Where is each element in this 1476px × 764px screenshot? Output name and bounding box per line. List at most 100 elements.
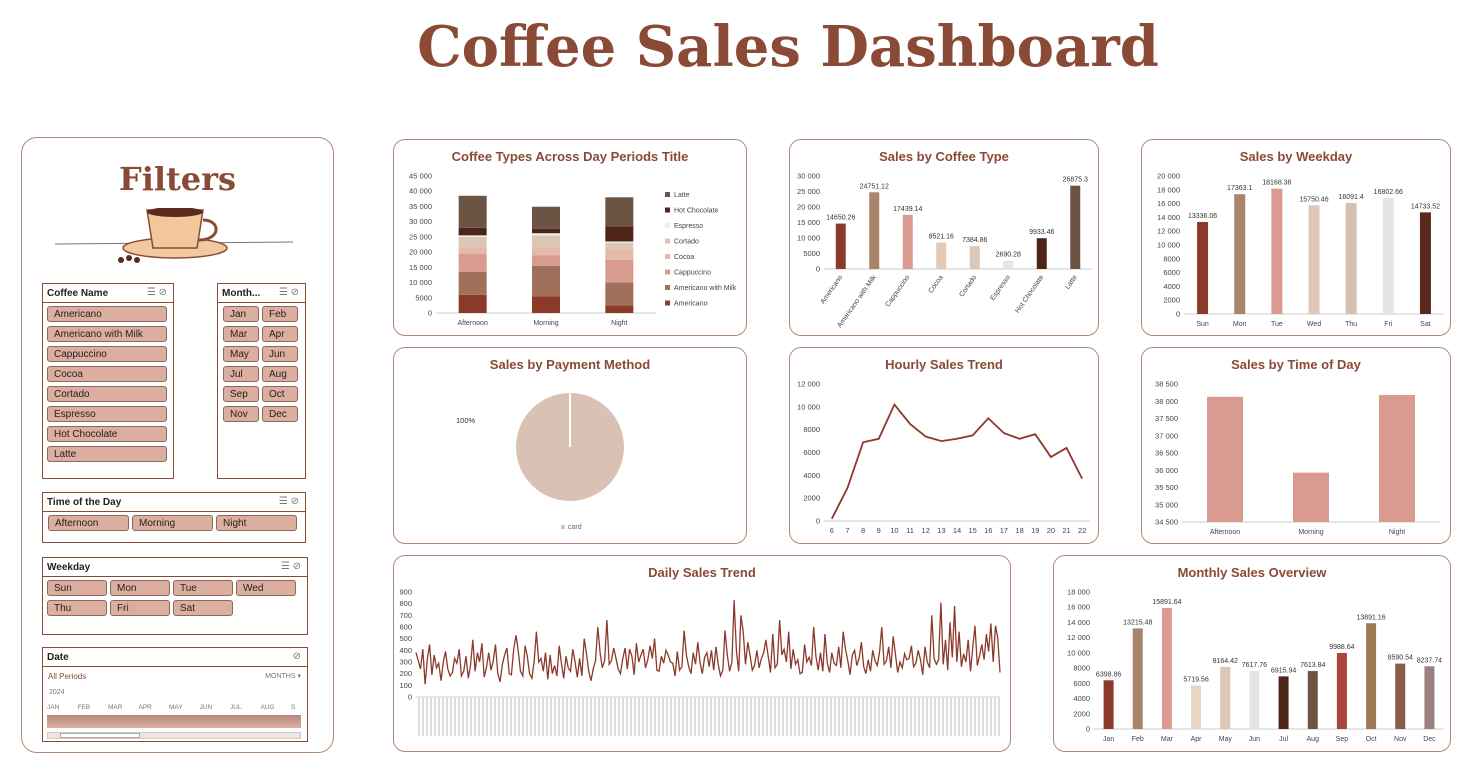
slicer-item-jun[interactable]: Jun bbox=[262, 346, 298, 362]
x-tick-label: Americano bbox=[819, 274, 844, 306]
data-label: 14733.52 bbox=[1411, 203, 1440, 210]
slicer-item-thu[interactable]: Thu bbox=[47, 600, 107, 616]
y-tick-label: 6000 bbox=[1073, 679, 1090, 688]
data-label: 26875.3 bbox=[1063, 177, 1088, 184]
timeline-month-jun[interactable]: JUN bbox=[199, 704, 213, 711]
x-tick-label: 11 bbox=[906, 526, 914, 535]
multiselect-icon[interactable]: ☰ ⊘ bbox=[146, 287, 167, 298]
slicer-item-americano[interactable]: Americano bbox=[47, 306, 167, 322]
slicer-item-sat[interactable]: Sat bbox=[173, 600, 233, 616]
slicer-item-americano-with-milk[interactable]: Americano with Milk bbox=[47, 326, 167, 342]
bar bbox=[1161, 608, 1172, 729]
slicer-item-latte[interactable]: Latte bbox=[47, 446, 167, 462]
timeline-granularity[interactable]: MONTHS ▾ bbox=[265, 673, 301, 680]
timeline-month-may[interactable]: MAY bbox=[169, 704, 183, 711]
hourly-chart: 0 2000 4000 6000 8000 10 000 12 000 6 7 8 9 10 11 12 1… bbox=[797, 380, 1090, 535]
slicer-item-sep[interactable]: Sep bbox=[223, 386, 259, 402]
weekday-card: Sales by Weekday 0 2000 4000 6000 8000 10 000… bbox=[1141, 139, 1451, 336]
slicer-item-jul[interactable]: Jul bbox=[223, 366, 259, 382]
slicer-item-espresso[interactable]: Espresso bbox=[47, 406, 167, 422]
y-tick-label: 5000 bbox=[415, 293, 432, 302]
slicer-item-feb[interactable]: Feb bbox=[262, 306, 298, 322]
x-tick-label: Aug bbox=[1307, 736, 1320, 743]
data-label: 8590.54 bbox=[1388, 655, 1413, 662]
bar-segment bbox=[458, 227, 487, 236]
y-tick-label: 20 000 bbox=[797, 203, 820, 212]
y-tick-label: 10 000 bbox=[797, 234, 820, 243]
timeline-month-mar[interactable]: MAR bbox=[108, 704, 123, 711]
slicer-item-mar[interactable]: Mar bbox=[223, 326, 259, 342]
time-of-day-title: Sales by Time of Day bbox=[1231, 357, 1361, 372]
slicer-item-nov[interactable]: Nov bbox=[223, 406, 259, 422]
slicer-item-afternoon[interactable]: Afternoon bbox=[48, 515, 129, 531]
y-tick-label: 2000 bbox=[803, 494, 820, 503]
x-tick-label: Cortado bbox=[958, 274, 978, 299]
slicer-item-hot-chocolate[interactable]: Hot Chocolate bbox=[47, 426, 167, 442]
x-tick-label: Fri bbox=[1384, 321, 1393, 328]
bar bbox=[969, 246, 980, 269]
y-tick-label: 700 bbox=[399, 611, 412, 620]
timeline-scrollbar[interactable] bbox=[47, 732, 301, 739]
bar bbox=[1103, 680, 1114, 729]
y-tick-label: 16 000 bbox=[1157, 199, 1180, 208]
scrollbar-thumb[interactable] bbox=[60, 733, 140, 738]
multiselect-icon[interactable]: ☰ ⊘ bbox=[280, 561, 301, 572]
timeline-month-feb[interactable]: FEB bbox=[77, 704, 91, 711]
x-tick-label: Apr bbox=[1191, 736, 1203, 743]
slicer-item-tue[interactable]: Tue bbox=[173, 580, 233, 596]
legend-label: Americano bbox=[674, 301, 708, 308]
timeline-bar[interactable] bbox=[47, 715, 301, 728]
slicer-item-oct[interactable]: Oct bbox=[262, 386, 298, 402]
slicer-item-fri[interactable]: Fri bbox=[110, 600, 170, 616]
bar-segment bbox=[458, 247, 487, 254]
legend-label: Latte bbox=[674, 192, 690, 199]
coffee-types-title: Coffee Types Across Day Periods Title bbox=[451, 149, 689, 164]
payment-card: Sales by Payment Method 100% card bbox=[393, 347, 747, 544]
timeline-month-s[interactable]: S bbox=[291, 704, 296, 711]
slicer-item-cappuccino[interactable]: Cappuccino bbox=[47, 346, 167, 362]
x-tick-label: Morning bbox=[1298, 529, 1323, 536]
x-tick-label: Oct bbox=[1366, 736, 1377, 743]
bar-segment bbox=[458, 271, 487, 295]
bar bbox=[1366, 623, 1377, 729]
data-label: 8164.42 bbox=[1213, 658, 1238, 665]
slicer-item-apr[interactable]: Apr bbox=[262, 326, 298, 342]
slicer-item-wed[interactable]: Wed bbox=[236, 580, 296, 596]
bar-segment bbox=[458, 235, 487, 237]
slicer-item-aug[interactable]: Aug bbox=[262, 366, 298, 382]
timeline-month-apr[interactable]: APR bbox=[138, 704, 152, 711]
slicer-item-mon[interactable]: Mon bbox=[110, 580, 170, 596]
y-tick-label: 0 bbox=[816, 517, 820, 526]
timeline-period: All Periods bbox=[48, 672, 87, 681]
y-tick-label: 18 000 bbox=[1067, 588, 1090, 597]
timeline-month-aug[interactable]: AUG bbox=[260, 704, 275, 711]
slicer-item-jan[interactable]: Jan bbox=[223, 306, 259, 322]
x-tick-label: 21 bbox=[1062, 526, 1070, 535]
bar-segment bbox=[458, 195, 487, 228]
x-tick-label: Hot Chocolate bbox=[1014, 274, 1045, 314]
slicer-item-may[interactable]: May bbox=[223, 346, 259, 362]
clear-filter-icon[interactable]: ⊘ bbox=[292, 651, 301, 662]
bar bbox=[1249, 671, 1260, 729]
x-tick-label: 17 bbox=[1000, 526, 1008, 535]
bar bbox=[1234, 194, 1246, 314]
multiselect-icon[interactable]: ☰ ⊘ bbox=[278, 287, 299, 298]
data-label: 6915.94 bbox=[1271, 667, 1296, 674]
data-label: 6398.86 bbox=[1096, 671, 1121, 678]
slicer-item-dec[interactable]: Dec bbox=[262, 406, 298, 422]
date-timeline-title: Date bbox=[47, 652, 69, 663]
y-tick-label: 25 000 bbox=[797, 187, 820, 196]
slicer-item-cortado[interactable]: Cortado bbox=[47, 386, 167, 402]
timeline-month-jan[interactable]: JAN bbox=[47, 704, 60, 711]
multiselect-icon[interactable]: ☰ ⊘ bbox=[278, 496, 299, 507]
y-tick-label: 4000 bbox=[1073, 694, 1090, 703]
legend-swatch bbox=[665, 300, 670, 306]
slicer-item-sun[interactable]: Sun bbox=[47, 580, 107, 596]
slicer-item-night[interactable]: Night bbox=[216, 515, 297, 531]
timeline-month-jul[interactable]: JUL bbox=[230, 704, 242, 711]
data-label: 2690.28 bbox=[996, 252, 1021, 259]
slicer-item-cocoa[interactable]: Cocoa bbox=[47, 366, 167, 382]
timeline-year: 2024 bbox=[49, 689, 65, 696]
y-tick-label: 40 000 bbox=[409, 187, 432, 196]
slicer-item-morning[interactable]: Morning bbox=[132, 515, 213, 531]
